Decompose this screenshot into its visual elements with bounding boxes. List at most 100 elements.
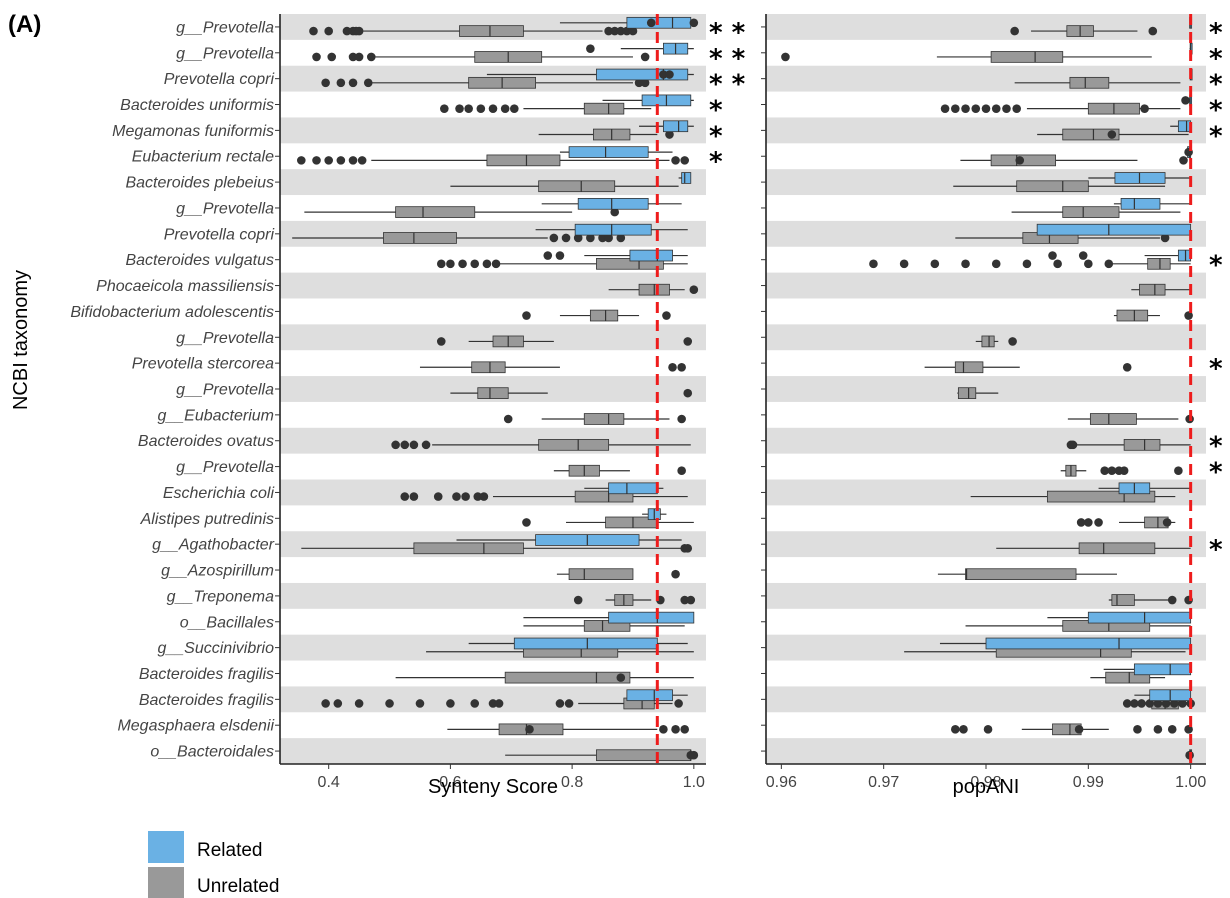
unrelated-outlier bbox=[683, 337, 693, 346]
unrelated-outlier bbox=[1119, 466, 1129, 476]
unrelated-outlier bbox=[1068, 440, 1078, 450]
x-tick-label: 0.98 bbox=[970, 774, 1001, 791]
unrelated-box bbox=[1016, 180, 1089, 193]
unrelated-box bbox=[1089, 413, 1137, 425]
unrelated-box bbox=[477, 387, 509, 399]
row-band bbox=[766, 738, 1206, 764]
related-outlier bbox=[1078, 251, 1088, 260]
taxon-label: g__Prevotella bbox=[176, 200, 274, 217]
unrelated-outlier bbox=[366, 52, 376, 62]
unrelated-outlier bbox=[1010, 26, 1019, 36]
unrelated-outlier bbox=[1094, 518, 1103, 527]
unrelated-outlier bbox=[1012, 104, 1021, 113]
unrelated-outlier bbox=[436, 259, 446, 269]
row-band bbox=[766, 376, 1206, 402]
unrelated-outlier bbox=[683, 544, 693, 553]
unrelated-outlier bbox=[677, 414, 686, 424]
unrelated-outlier bbox=[452, 492, 461, 501]
related-box bbox=[663, 120, 689, 133]
unrelated-outlier bbox=[1179, 156, 1188, 165]
unrelated-outlier bbox=[348, 78, 358, 88]
related-outlier bbox=[665, 70, 674, 79]
unrelated-outlier bbox=[683, 388, 693, 398]
unrelated-outlier bbox=[446, 259, 455, 269]
significance-marker: * bbox=[1209, 44, 1223, 74]
significance-marker: * * bbox=[709, 44, 746, 74]
unrelated-box bbox=[1078, 542, 1156, 555]
x-tick-label: 1.00 bbox=[1175, 774, 1206, 791]
unrelated-box bbox=[981, 335, 995, 348]
unrelated-box bbox=[957, 387, 977, 399]
significance-marker: * bbox=[1209, 70, 1223, 100]
related-box bbox=[626, 689, 673, 702]
unrelated-outlier bbox=[494, 699, 504, 708]
significance-marker: * bbox=[1209, 432, 1223, 462]
unrelated-outlier bbox=[1184, 725, 1193, 734]
legend-swatch-related bbox=[148, 831, 184, 863]
unrelated-outlier bbox=[1053, 259, 1062, 269]
unrelated-outlier bbox=[482, 259, 492, 269]
unrelated-outlier bbox=[1130, 699, 1139, 708]
unrelated-outlier bbox=[689, 750, 699, 760]
unrelated-outlier bbox=[961, 259, 970, 269]
unrelated-outlier bbox=[433, 492, 443, 501]
significance-marker: * * bbox=[709, 18, 746, 48]
unrelated-outlier bbox=[869, 259, 878, 269]
taxon-label: Phocaeicola massiliensis bbox=[96, 278, 274, 295]
unrelated-outlier bbox=[522, 518, 531, 527]
unrelated-outlier bbox=[342, 26, 352, 36]
row-band bbox=[766, 686, 1206, 713]
taxon-label: Eubacterium rectale bbox=[132, 149, 274, 166]
unrelated-outlier bbox=[1008, 337, 1017, 346]
taxon-label: Bacteroides uniformis bbox=[120, 97, 274, 114]
unrelated-outlier bbox=[409, 440, 419, 450]
unrelated-outlier bbox=[400, 440, 410, 450]
x-axis-title: popANI bbox=[953, 776, 1020, 798]
unrelated-outlier bbox=[1153, 699, 1163, 708]
unrelated-box bbox=[413, 542, 524, 555]
panel-label: (A) bbox=[8, 11, 41, 38]
unrelated-outlier bbox=[1140, 104, 1149, 113]
unrelated-box bbox=[1069, 76, 1110, 89]
unrelated-outlier bbox=[1148, 26, 1158, 36]
taxonomy-labels: g__Prevotella g__Prevotella Prevotella cop… bbox=[70, 19, 274, 760]
unrelated-outlier bbox=[1169, 699, 1179, 708]
unrelated-box bbox=[504, 671, 631, 684]
unrelated-outlier bbox=[561, 233, 571, 243]
unrelated-box bbox=[1116, 309, 1149, 322]
unrelated-outlier bbox=[677, 466, 686, 476]
unrelated-outlier bbox=[930, 259, 940, 269]
unrelated-outlier bbox=[324, 156, 333, 165]
unrelated-outlier bbox=[1167, 595, 1177, 605]
unrelated-outlier bbox=[959, 725, 968, 734]
unrelated-outlier bbox=[348, 156, 358, 165]
unrelated-box bbox=[383, 232, 457, 244]
unrelated-outlier bbox=[488, 104, 498, 113]
unrelated-outlier bbox=[662, 311, 671, 320]
taxon-label: g__Prevotella bbox=[176, 459, 274, 476]
row-band bbox=[280, 117, 706, 144]
row-band bbox=[766, 272, 1206, 299]
unrelated-outlier bbox=[1022, 259, 1032, 269]
related-outlier bbox=[555, 251, 565, 260]
unrelated-outlier bbox=[689, 285, 699, 294]
related-box bbox=[1133, 663, 1192, 676]
unrelated-outlier bbox=[385, 699, 394, 708]
unrelated-outlier bbox=[1167, 725, 1177, 734]
unrelated-outlier bbox=[324, 26, 333, 36]
unrelated-outlier bbox=[573, 595, 583, 605]
related-box bbox=[513, 637, 658, 650]
related-box bbox=[1177, 120, 1192, 133]
unrelated-outlier bbox=[1107, 130, 1117, 139]
unrelated-outlier bbox=[1015, 156, 1025, 165]
unrelated-outlier bbox=[455, 104, 464, 113]
unrelated-outlier bbox=[476, 104, 486, 113]
x-tick-label: 0.4 bbox=[318, 774, 340, 791]
significance-marker: * bbox=[1209, 535, 1223, 565]
unrelated-outlier bbox=[573, 233, 583, 243]
taxon-label: g__Succinivibrio bbox=[157, 640, 274, 657]
unrelated-box bbox=[589, 309, 619, 322]
unrelated-outlier bbox=[1076, 518, 1086, 527]
unrelated-outlier bbox=[503, 414, 513, 424]
